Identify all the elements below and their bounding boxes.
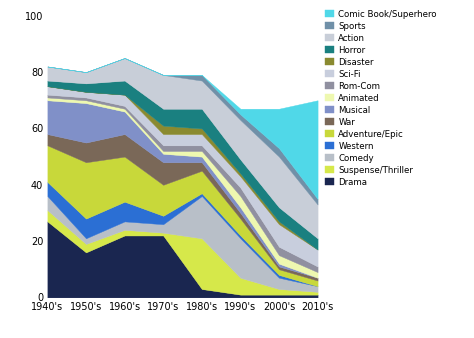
Legend: Comic Book/Superhero, Sports, Action, Horror, Disaster, Sci-Fi, Rom-Com, Animate: Comic Book/Superhero, Sports, Action, Ho… xyxy=(325,9,438,188)
